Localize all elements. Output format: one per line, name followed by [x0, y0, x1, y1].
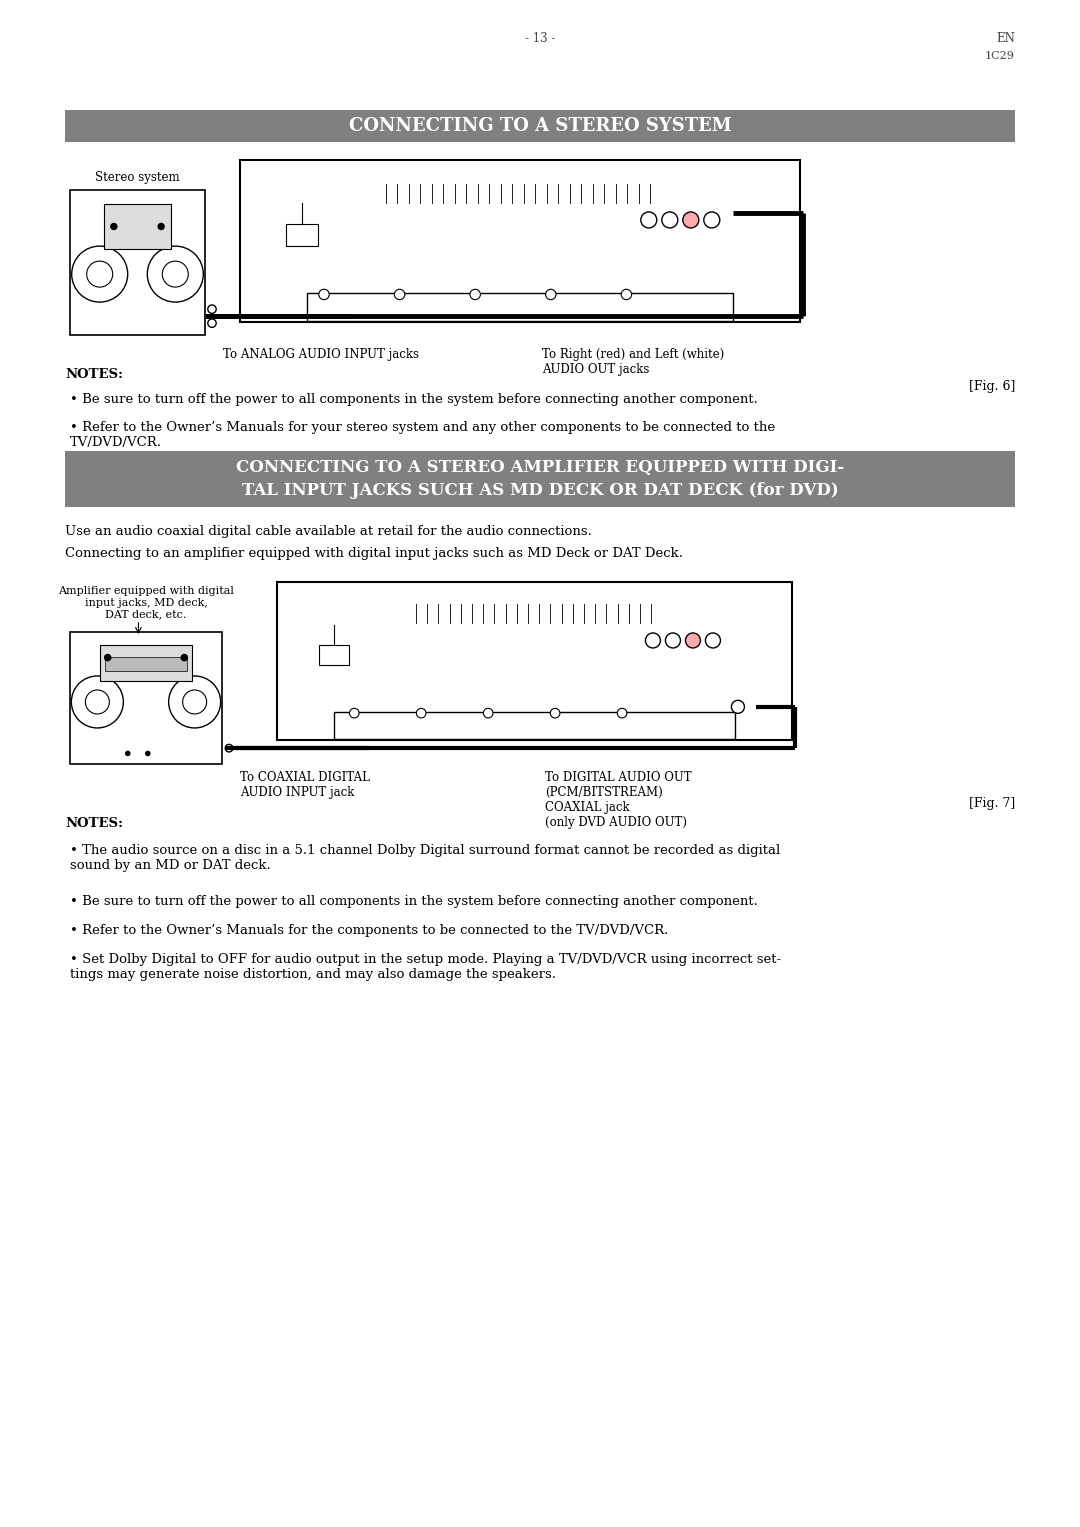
- Circle shape: [662, 212, 678, 228]
- Text: [Fig. 6]: [Fig. 6]: [969, 380, 1015, 392]
- Text: • Refer to the Owner’s Manuals for the components to be connected to the TV/DVD/: • Refer to the Owner’s Manuals for the c…: [70, 924, 669, 938]
- Bar: [307, 293, 733, 321]
- Bar: [100, 644, 191, 681]
- Bar: [70, 189, 205, 334]
- Text: - 13 -: - 13 -: [525, 32, 555, 44]
- Text: To COAXIAL DIGITAL
AUDIO INPUT jack: To COAXIAL DIGITAL AUDIO INPUT jack: [240, 771, 369, 799]
- Circle shape: [319, 289, 329, 299]
- Circle shape: [640, 212, 657, 228]
- Circle shape: [207, 305, 216, 313]
- Bar: [319, 644, 349, 664]
- Circle shape: [618, 709, 626, 718]
- Text: 1C29: 1C29: [985, 50, 1015, 61]
- Bar: [70, 632, 222, 764]
- Circle shape: [125, 751, 131, 756]
- Text: To Right (red) and Left (white)
AUDIO OUT jacks: To Right (red) and Left (white) AUDIO OU…: [542, 348, 725, 376]
- Circle shape: [683, 212, 699, 228]
- Circle shape: [111, 223, 117, 229]
- Text: • The audio source on a disc in a 5.1 channel Dolby Digital surround format cann: • The audio source on a disc in a 5.1 ch…: [70, 844, 780, 872]
- Circle shape: [621, 289, 632, 299]
- Circle shape: [226, 744, 233, 751]
- Text: Amplifier equipped with digital
input jacks, MD deck,
DAT deck, etc.: Amplifier equipped with digital input ja…: [58, 586, 234, 620]
- Circle shape: [731, 701, 744, 713]
- Circle shape: [686, 634, 701, 647]
- Text: • Be sure to turn off the power to all components in the system before connectin: • Be sure to turn off the power to all c…: [70, 895, 758, 909]
- Text: CONNECTING TO A STEREO AMPLIFIER EQUIPPED WITH DIGI-
TAL INPUT JACKS SUCH AS MD : CONNECTING TO A STEREO AMPLIFIER EQUIPPE…: [235, 460, 845, 499]
- Circle shape: [207, 319, 216, 327]
- Circle shape: [665, 634, 680, 647]
- Text: Connecting to an amplifier equipped with digital input jacks such as MD Deck or : Connecting to an amplifier equipped with…: [65, 547, 683, 560]
- Bar: [65, 110, 1015, 142]
- Text: NOTES:: NOTES:: [65, 368, 123, 382]
- Circle shape: [470, 289, 481, 299]
- Text: • Refer to the Owner’s Manuals for your stereo system and any other components t: • Refer to the Owner’s Manuals for your …: [70, 421, 775, 449]
- Bar: [334, 712, 735, 739]
- Circle shape: [104, 654, 111, 661]
- Circle shape: [145, 751, 150, 756]
- Bar: [104, 205, 172, 249]
- Bar: [240, 160, 800, 322]
- Circle shape: [646, 634, 661, 647]
- Text: To ANALOG AUDIO INPUT jacks: To ANALOG AUDIO INPUT jacks: [222, 348, 419, 360]
- Text: Use an audio coaxial digital cable available at retail for the audio connections: Use an audio coaxial digital cable avail…: [65, 525, 592, 538]
- Circle shape: [545, 289, 556, 299]
- Circle shape: [551, 709, 559, 718]
- Bar: [105, 657, 187, 670]
- Text: • Set Dolby Digital to OFF for audio output in the setup mode. Playing a TV/DVD/: • Set Dolby Digital to OFF for audio out…: [70, 953, 781, 980]
- Bar: [65, 450, 1015, 507]
- Text: • Be sure to turn off the power to all components in the system before connectin: • Be sure to turn off the power to all c…: [70, 392, 758, 406]
- Circle shape: [180, 654, 188, 661]
- Text: To DIGITAL AUDIO OUT
(PCM/BITSTREAM)
COAXIAL jack
(only DVD AUDIO OUT): To DIGITAL AUDIO OUT (PCM/BITSTREAM) COA…: [544, 771, 691, 829]
- Bar: [286, 223, 318, 246]
- Circle shape: [394, 289, 405, 299]
- Text: Stereo system: Stereo system: [95, 171, 179, 183]
- Text: [Fig. 7]: [Fig. 7]: [969, 797, 1015, 809]
- Circle shape: [484, 709, 492, 718]
- Text: EN: EN: [996, 32, 1015, 44]
- Bar: [276, 582, 792, 741]
- Circle shape: [158, 223, 164, 229]
- Text: NOTES:: NOTES:: [65, 817, 123, 831]
- Circle shape: [417, 709, 426, 718]
- Circle shape: [705, 634, 720, 647]
- Circle shape: [704, 212, 719, 228]
- Text: CONNECTING TO A STEREO SYSTEM: CONNECTING TO A STEREO SYSTEM: [349, 118, 731, 134]
- Circle shape: [350, 709, 359, 718]
